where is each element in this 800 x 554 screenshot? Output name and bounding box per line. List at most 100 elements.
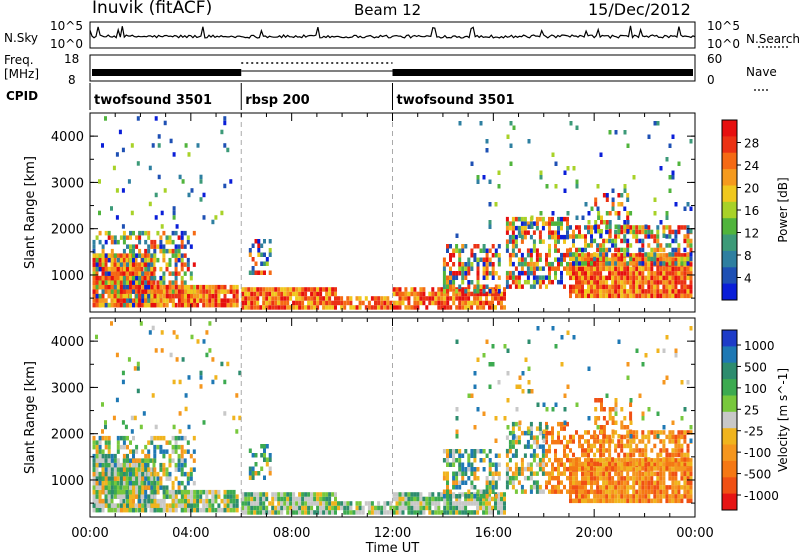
- data-cell: [135, 298, 139, 303]
- data-cell: [122, 298, 126, 303]
- data-cell: [584, 253, 587, 258]
- data-cell: [241, 305, 245, 310]
- data-cell: [602, 252, 606, 257]
- data-cell: [174, 462, 178, 468]
- data-cell: [594, 407, 598, 412]
- data-cell: [153, 471, 157, 477]
- data-cell: [425, 296, 429, 301]
- data-cell: [122, 239, 126, 245]
- data-cell: [508, 457, 512, 463]
- data-cell: [599, 485, 603, 490]
- data-cell: [482, 411, 486, 416]
- data-cell: [497, 284, 501, 289]
- data-cell: [629, 293, 633, 299]
- data-cell: [101, 280, 105, 285]
- data-cell: [301, 505, 305, 511]
- data-cell: [223, 507, 227, 513]
- data-cell: [223, 379, 227, 385]
- data-cell: [647, 461, 651, 467]
- data-cell: [599, 243, 603, 248]
- data-cell: [514, 421, 518, 427]
- data-cell: [177, 248, 181, 254]
- data-cell: [247, 300, 251, 306]
- data-cell: [260, 466, 264, 471]
- data-cell: [683, 476, 687, 481]
- data-cell: [614, 280, 618, 285]
- data-cell: [289, 291, 293, 297]
- data-cell: [581, 252, 584, 257]
- data-cell: [440, 510, 444, 515]
- data-cell: [488, 505, 491, 511]
- data-cell: [442, 284, 446, 289]
- data-cell: [260, 270, 264, 275]
- data-cell: [101, 257, 105, 263]
- data-cell: [644, 434, 648, 440]
- data-cell: [126, 503, 129, 508]
- data-cell: [113, 471, 117, 477]
- data-cell: [593, 494, 597, 499]
- data-cell: [572, 271, 575, 276]
- data-cell: [149, 280, 153, 285]
- data-cell: [107, 503, 111, 508]
- data-cell: [380, 305, 384, 310]
- data-cell: [274, 300, 278, 306]
- data-cell: [92, 253, 96, 258]
- data-cell: [560, 257, 563, 262]
- data-cell: [635, 489, 639, 495]
- data-cell: [110, 248, 114, 254]
- data-cell: [192, 449, 196, 454]
- data-cell: [581, 476, 584, 481]
- data-cell: [174, 289, 178, 294]
- data-cell: [346, 501, 350, 506]
- data-cell: [590, 443, 593, 449]
- data-cell: [422, 496, 426, 502]
- data-cell: [629, 420, 633, 425]
- data-cell: [171, 507, 175, 513]
- data-cell: [500, 300, 503, 306]
- data-cell: [632, 253, 636, 258]
- data-cell: [623, 480, 627, 486]
- data-cell: [196, 293, 200, 299]
- data-cell: [620, 280, 624, 285]
- data-cell: [590, 466, 593, 471]
- data-cell: [461, 471, 465, 476]
- data-cell: [392, 300, 396, 306]
- data-cell: [334, 300, 337, 306]
- data-cell: [665, 211, 669, 216]
- data-cell: [617, 229, 621, 234]
- data-cell: [482, 496, 486, 502]
- data-cell: [680, 280, 684, 285]
- data-cell: [505, 448, 509, 454]
- data-cell: [485, 271, 489, 276]
- data-cell: [159, 248, 163, 254]
- data-cell: [133, 415, 137, 421]
- data-cell: [149, 257, 153, 263]
- data-cell: [263, 448, 266, 453]
- data-cell: [443, 305, 447, 310]
- data-cell: [548, 270, 551, 276]
- data-cell: [367, 501, 371, 506]
- data-cell: [479, 489, 483, 494]
- data-cell: [650, 280, 654, 285]
- data-cell: [461, 492, 465, 497]
- data-cell: [256, 505, 260, 511]
- data-cell: [596, 284, 600, 290]
- data-cell: [177, 289, 181, 294]
- data-cell: [488, 224, 492, 229]
- data-cell: [107, 476, 111, 481]
- data-cell: [328, 291, 332, 297]
- data-cell: [593, 266, 597, 272]
- data-cell: [590, 266, 593, 272]
- data-cell: [110, 507, 114, 513]
- data-cell: [617, 252, 621, 257]
- data-cell: [137, 462, 141, 468]
- data-cell: [605, 489, 609, 495]
- data-cell: [511, 421, 515, 427]
- data-cell: [162, 498, 166, 504]
- data-cell: [520, 257, 524, 262]
- data-cell: [686, 266, 690, 272]
- data-cell: [143, 498, 147, 504]
- data-cell: [572, 466, 575, 471]
- data-cell: [180, 449, 184, 454]
- data-cell: [148, 330, 152, 335]
